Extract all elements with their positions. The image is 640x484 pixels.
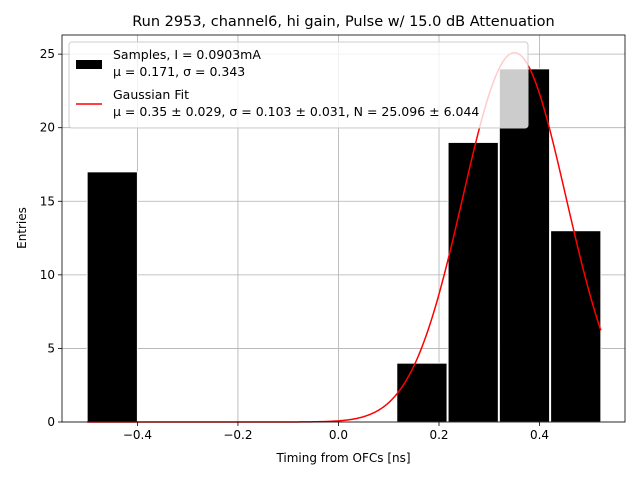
x-axis-label: Timing from OFCs [ns] [275,451,410,465]
histogram-bar [447,141,499,423]
x-tick-label: 0.4 [530,428,549,442]
y-tick-label: 15 [40,194,55,208]
x-tick-label: 0.0 [329,428,348,442]
legend-samples-stats: μ = 0.171, σ = 0.343 [113,64,245,79]
legend-samples-swatch [76,60,102,69]
legend-samples-label: Samples, I = 0.0903mA [113,47,261,62]
y-tick-label: 10 [40,268,55,282]
histogram-bar [396,362,448,423]
legend-fit-stats: μ = 0.35 ± 0.029, σ = 0.103 ± 0.031, N =… [113,104,479,119]
x-axis-ticks: −0.4 −0.2 0.0 0.2 0.4 [123,422,549,442]
legend-box [68,41,529,129]
histogram-bar [86,171,138,423]
chart-title: Run 2953, channel6, hi gain, Pulse w/ 15… [132,14,555,30]
y-tick-label: 25 [40,47,55,61]
legend-fit-label: Gaussian Fit [113,87,189,102]
y-tick-label: 20 [40,121,55,135]
x-tick-label: −0.2 [223,428,252,442]
plot-frame [61,34,626,423]
y-axis-ticks: 0 5 10 15 20 25 [40,47,62,429]
y-tick-label: 0 [47,415,55,429]
x-tick-label: −0.4 [123,428,152,442]
x-tick-label: 0.2 [429,428,448,442]
histogram-bar [550,230,602,423]
legend: Samples, I = 0.0903mA μ = 0.171, σ = 0.3… [68,41,529,129]
y-axis-label: Entries [15,207,29,249]
histogram-bars [86,68,602,423]
y-tick-label: 5 [47,341,55,355]
